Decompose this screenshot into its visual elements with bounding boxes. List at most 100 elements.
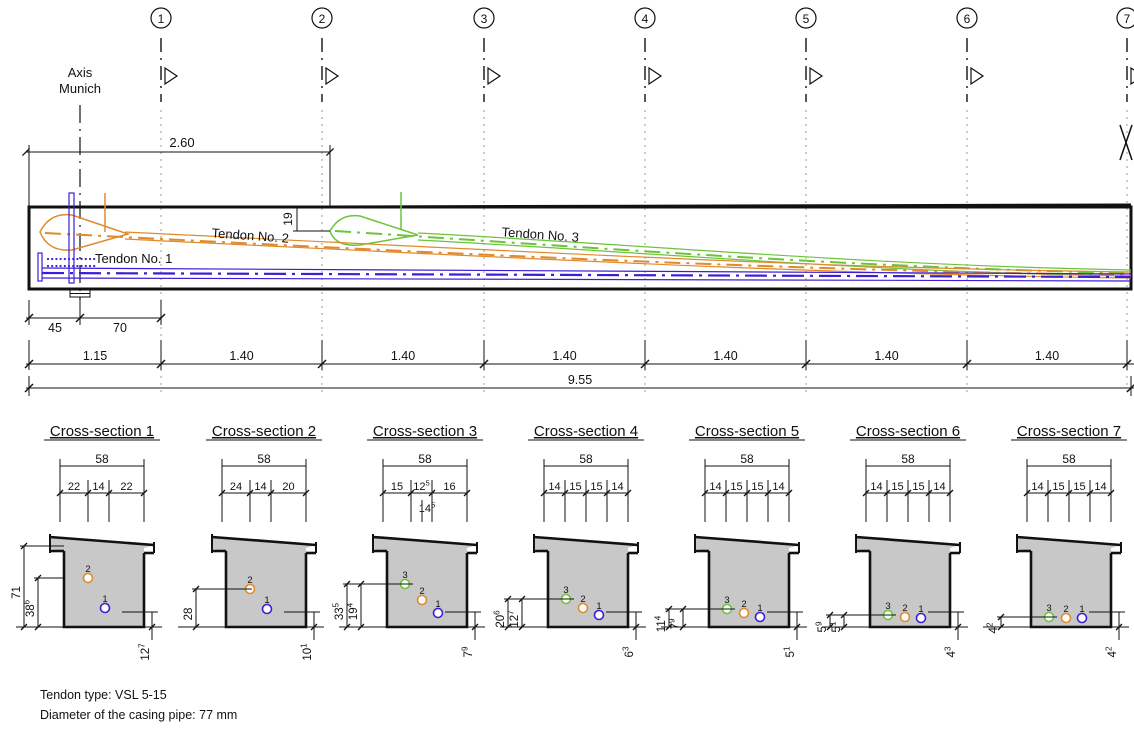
section-arrow-icon <box>648 66 663 86</box>
deck-top <box>533 535 639 547</box>
tendon-2-number: 2 <box>741 599 746 610</box>
tendon-1-circle <box>1076 612 1088 624</box>
subdim-label: 15 <box>751 481 763 493</box>
bottom-dim-tick <box>954 623 962 631</box>
bottom-dim-label: 63 <box>621 646 636 657</box>
tendon-2-number: 2 <box>419 586 424 597</box>
tendon-3-number: 3 <box>1046 603 1051 614</box>
subdim-tick <box>1086 489 1094 497</box>
concrete-fill <box>534 537 638 627</box>
left-dim-label: 71 <box>11 586 23 599</box>
subdim-label: 24 <box>230 481 242 493</box>
span-tick <box>479 359 489 369</box>
total-length-label: 9.55 <box>568 373 592 387</box>
span-label-1: 1.15 <box>83 349 107 363</box>
tendon-1-strand-dot <box>84 264 87 268</box>
tendon-3-number: 3 <box>402 570 407 581</box>
concrete-fill <box>1017 537 1121 627</box>
cross-section-title: Cross-section 4 <box>534 423 638 440</box>
axis-number: 6 <box>964 12 971 26</box>
subdim-tick <box>105 489 113 497</box>
span-tick <box>317 359 327 369</box>
axis-marker-1: 1 <box>150 7 179 395</box>
dim-45-label: 45 <box>48 321 62 335</box>
axis-number: 2 <box>319 12 326 26</box>
section-arrow-icon <box>487 66 502 86</box>
axis-marker-2: 2 <box>311 7 340 395</box>
tendon-3-number: 3 <box>724 595 729 606</box>
subdim-label: 16 <box>443 481 455 493</box>
tendon-1-strand-dot <box>67 257 71 261</box>
subdim-tick <box>624 489 632 497</box>
subdim-label: 22 <box>120 481 132 493</box>
tendon-1-number: 1 <box>918 604 923 615</box>
tendon-2-number: 2 <box>580 594 585 605</box>
tendon-1-axis <box>41 271 1132 279</box>
left-dim-label: 114 <box>653 615 668 632</box>
subdim-tick <box>428 489 436 497</box>
left-dim-label: 194 <box>345 602 360 620</box>
axis-circle <box>795 7 817 29</box>
tendon-2-circle <box>738 607 750 619</box>
tendon-3-upper <box>417 232 1132 271</box>
subdim-tick <box>925 489 933 497</box>
bottom-dim-tick <box>793 623 801 631</box>
casing-pipe-note: Diameter of the casing pipe: 77 mm <box>40 708 238 722</box>
cross-section-title: Cross-section 3 <box>373 423 477 440</box>
axis-number: 5 <box>803 12 810 26</box>
subdim-label: 15 <box>891 481 903 493</box>
axis-marker-3: 3 <box>473 7 502 395</box>
subdim-tick <box>561 489 569 497</box>
tendon-1-strand-dot <box>59 257 62 261</box>
tendon-1-strand-dot <box>72 257 75 261</box>
tendon-2-circle <box>899 611 911 623</box>
tendon-2-number: 2 <box>85 564 90 575</box>
subdim-tick <box>904 489 912 497</box>
axis-circle <box>150 7 172 29</box>
axis-circle <box>1116 7 1134 29</box>
axis-number: 7 <box>1124 12 1131 26</box>
subdim-label: 14 <box>933 481 945 493</box>
subdim-tick <box>582 489 590 497</box>
cross-section-7: Cross-section 7 58 14 15 15 14 3 2 1 42 42 <box>983 423 1129 657</box>
cross-section-title: Cross-section 6 <box>856 423 960 440</box>
span-label-3: 1.40 <box>391 349 415 363</box>
tendon-1-upper <box>41 267 1132 275</box>
bottom-dim-label: 101 <box>299 643 314 661</box>
subdim-tick <box>379 489 387 497</box>
tendon-2-number: 2 <box>902 603 907 614</box>
span-label-5: 1.40 <box>713 349 737 363</box>
tendon-1-anchor-plate <box>37 252 43 282</box>
subdim-label: 125 <box>413 479 430 493</box>
span-label-6: 1.40 <box>874 349 898 363</box>
tendon-1-strand-dot <box>51 264 54 268</box>
bottom-dim-tick <box>148 623 156 631</box>
left-dim-label: 127 <box>506 610 521 628</box>
subdim-label: 14 <box>709 481 721 493</box>
bottom-dim-label: 51 <box>782 646 797 657</box>
span-tick <box>801 359 811 369</box>
axis-circle <box>956 7 978 29</box>
axis-marker-4: 4 <box>634 7 663 395</box>
subdim-tick <box>540 489 548 497</box>
axis-number: 3 <box>481 12 488 26</box>
tendon-3-number: 3 <box>885 601 890 612</box>
tendon-2-axis <box>44 232 1132 276</box>
tendon-3-number: 3 <box>563 585 568 596</box>
tendon-1-strand-dot <box>59 264 62 268</box>
width-label: 58 <box>257 452 271 466</box>
left-dim-label: 79 <box>667 618 682 629</box>
subdim-label: 14 <box>92 481 104 493</box>
tendon-2-circle <box>577 602 589 614</box>
tendon-1-strand-dot <box>80 257 83 261</box>
width-label: 58 <box>418 452 432 466</box>
tendon-1-circle <box>915 612 927 624</box>
subdim-tick <box>84 489 92 497</box>
width-label: 58 <box>740 452 754 466</box>
span-tick <box>156 359 166 369</box>
